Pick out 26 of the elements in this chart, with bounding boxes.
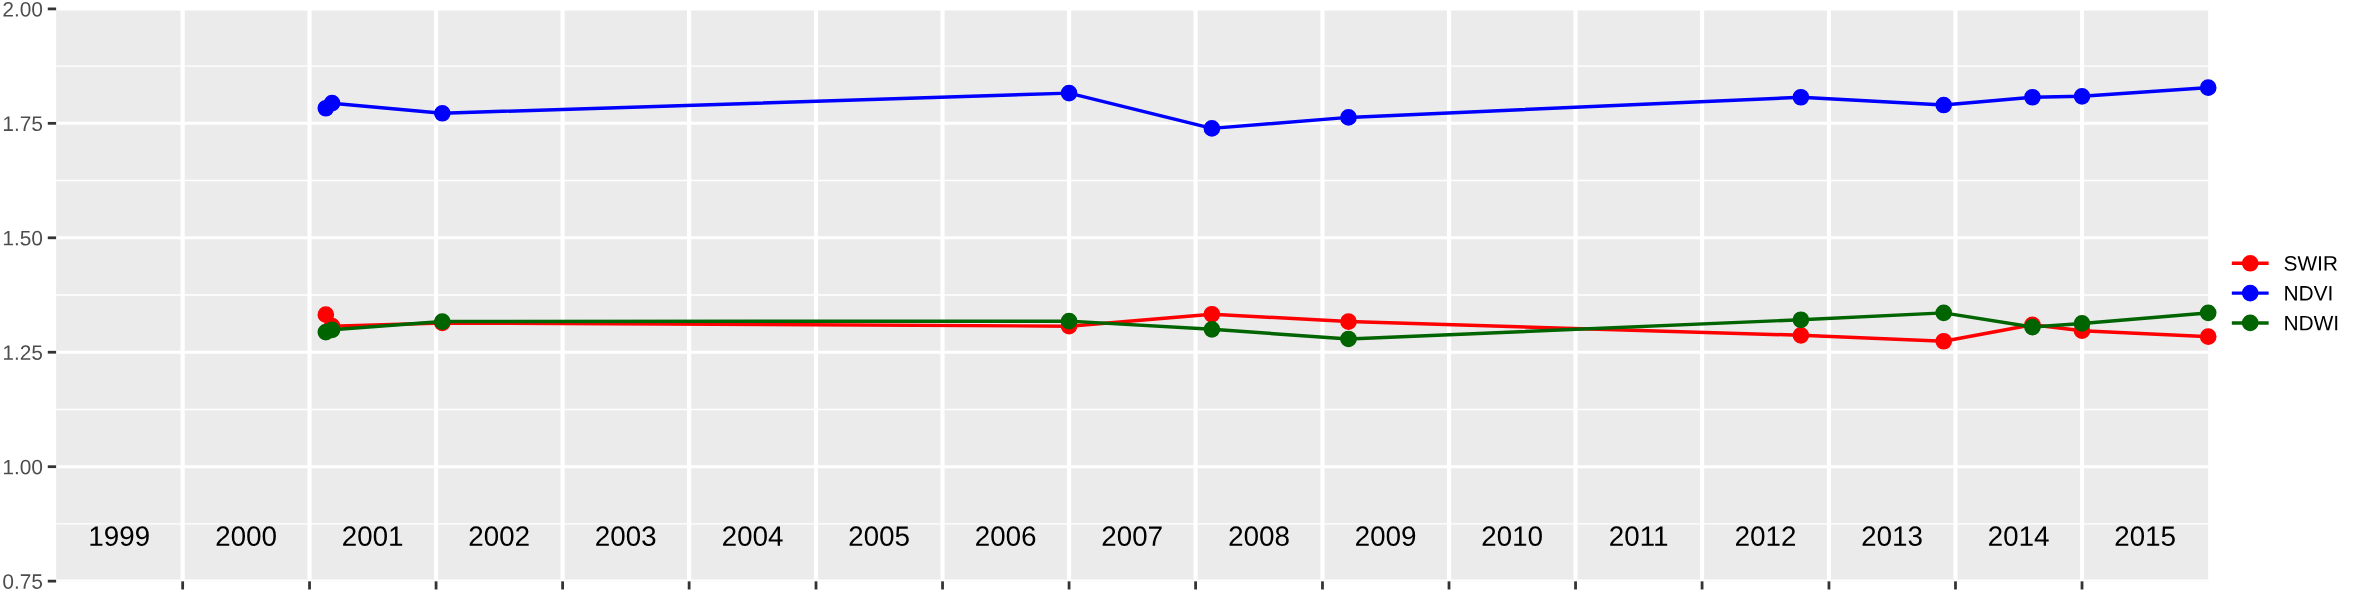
y-tick-label: 1.00 — [3, 459, 43, 475]
x-tick-label: 2007 — [1102, 526, 1162, 546]
x-tick-label: 2010 — [1482, 526, 1542, 546]
x-tick-label: 2001 — [343, 526, 403, 546]
x-tick-label: 2002 — [469, 526, 529, 546]
x-tick-label: 2011 — [1610, 526, 1668, 546]
legend-label: NDVI — [2285, 286, 2332, 301]
x-tick-label: 2006 — [976, 526, 1036, 546]
legend-label: NDWI — [2285, 315, 2338, 331]
y-tick-label: 1.25 — [3, 345, 43, 360]
x-tick-label: 2012 — [1736, 526, 1796, 546]
x-tick-label: 2015 — [2115, 526, 2175, 546]
x-tick-label: 2009 — [1356, 526, 1416, 546]
x-tick-label: 2000 — [216, 526, 276, 546]
y-tick-label: 1.75 — [3, 116, 43, 132]
x-tick-label: 2003 — [596, 526, 656, 546]
x-tick-label: 1999 — [90, 526, 149, 546]
x-tick-label: 2004 — [723, 526, 783, 546]
y-tick-label: 0.75 — [3, 574, 43, 589]
x-tick-label: 2005 — [849, 526, 909, 546]
y-tick-label: 2.00 — [3, 1, 43, 17]
x-tick-label: 2014 — [1989, 526, 2049, 546]
legend-label: SWIR — [2284, 256, 2337, 271]
x-tick-label: 2013 — [1862, 526, 1922, 546]
y-tick-label: 1.50 — [3, 230, 43, 246]
x-tick-label: 2008 — [1229, 526, 1289, 546]
